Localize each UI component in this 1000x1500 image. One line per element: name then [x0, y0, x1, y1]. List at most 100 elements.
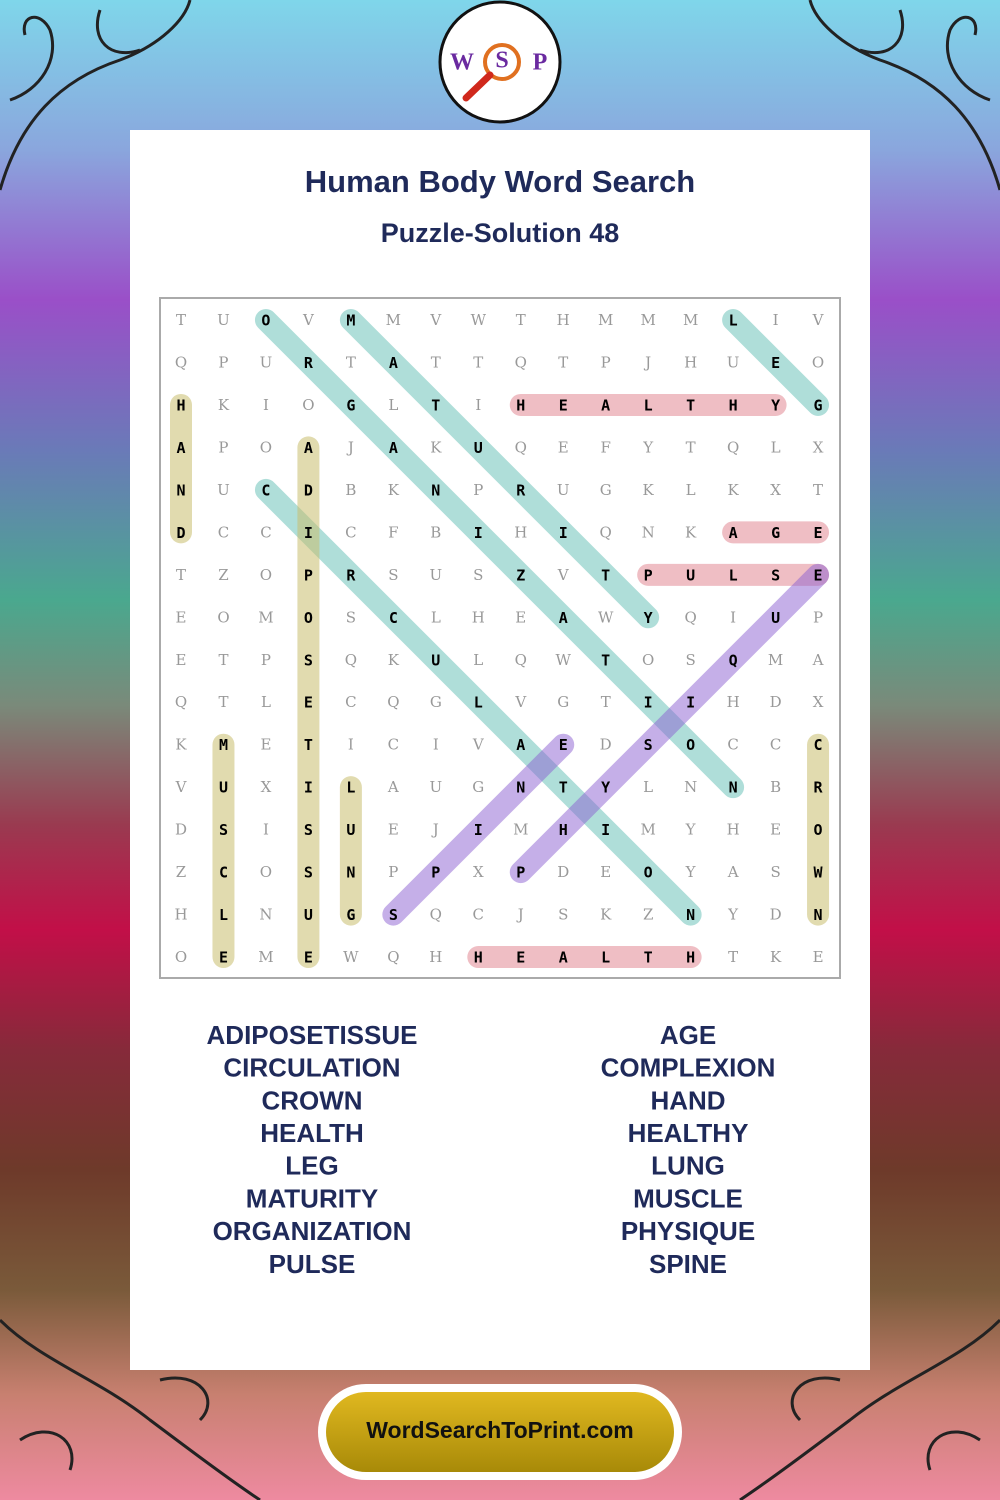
grid-letter: Y: [601, 779, 610, 797]
grid-letter: V: [175, 778, 188, 796]
highlight: [509, 563, 830, 884]
grid-letter: U: [304, 906, 313, 924]
subtitle: Puzzle-Solution 48: [381, 218, 620, 248]
grid-letter: P: [261, 651, 271, 669]
grid-letter: A: [387, 778, 399, 796]
grid-letter: N: [346, 864, 355, 882]
footer-button[interactable]: WordSearchToPrint.com: [318, 1384, 682, 1480]
grid-letter: V: [812, 311, 825, 329]
word: MATURITY: [246, 1183, 378, 1213]
grid-letter: L: [261, 693, 271, 711]
grid-letter: D: [600, 736, 612, 754]
logo-handle: [462, 71, 494, 102]
grid-letter: S: [770, 863, 780, 881]
grid-letter: M: [258, 608, 273, 626]
footer-pill[interactable]: [326, 1392, 674, 1472]
grid-letter: L: [729, 566, 738, 584]
grid-letter: E: [176, 651, 187, 669]
grid-letter: V: [472, 736, 485, 754]
grid-letter: P: [304, 566, 313, 584]
grid-letter: W: [471, 311, 487, 329]
grid-letter: Z: [643, 906, 653, 924]
grid-letter: S: [304, 651, 313, 669]
grid-letter: I: [474, 821, 483, 839]
grid-letter: I: [433, 736, 439, 754]
grid-letter: K: [728, 481, 740, 499]
grid-letter: V: [514, 693, 527, 711]
grid-letter: H: [557, 311, 570, 329]
grid-letter: M: [258, 948, 273, 966]
grid-letter: E: [260, 736, 271, 754]
grid-letter: L: [346, 779, 355, 797]
word: CIRCULATION: [223, 1053, 400, 1083]
grid-letter: U: [557, 481, 570, 499]
grid-letter: H: [174, 906, 187, 924]
grid-letter: E: [515, 608, 526, 626]
word: MUSCLE: [633, 1183, 743, 1213]
grid-letter: O: [814, 821, 823, 839]
word: AGE: [660, 1020, 716, 1050]
grid-letter: R: [304, 354, 314, 372]
word-list: ADIPOSETISSUECIRCULATIONCROWNHEALTHLEGMA…: [207, 1020, 776, 1279]
grid-letter: E: [813, 948, 824, 966]
grid-letter: Y: [685, 821, 697, 839]
grid-letter: P: [601, 353, 611, 371]
grid-letter: G: [557, 693, 569, 711]
grid-letter: M: [219, 736, 228, 754]
grid-letter: H: [727, 693, 740, 711]
grid-letter: K: [175, 736, 187, 754]
grid-letter: U: [219, 779, 228, 797]
grid-letter: M: [346, 312, 355, 330]
grid-letter: T: [176, 566, 186, 584]
grid-letter: Q: [729, 651, 738, 669]
grid-letter: M: [386, 311, 401, 329]
grid-letter: U: [771, 609, 780, 627]
grid-letter: N: [686, 906, 695, 924]
grid-letter: T: [559, 779, 568, 797]
grid-letter: A: [727, 863, 739, 881]
grid-letter: C: [814, 736, 823, 754]
grid-letter: A: [389, 439, 398, 457]
grid-letter: P: [218, 438, 228, 456]
grid-letter: V: [302, 311, 315, 329]
grid-letter: D: [175, 821, 187, 839]
grid-letter: T: [728, 948, 738, 966]
grid-letter: A: [176, 439, 185, 457]
grid-letter: U: [260, 353, 273, 371]
footer-link[interactable]: WordSearchToPrint.com: [366, 1417, 634, 1443]
grid-letter: Z: [218, 566, 228, 584]
grid-letter: E: [814, 566, 823, 584]
grid-letter: S: [771, 566, 780, 584]
grid-letter: T: [218, 693, 228, 711]
grid-letter: C: [770, 736, 781, 754]
grid-letter: T: [686, 438, 696, 456]
grid-letter: T: [431, 396, 440, 414]
grid-letter: Q: [727, 438, 739, 456]
grid-letter: P: [644, 566, 653, 584]
grid-letter: E: [516, 949, 525, 967]
grid-letter: B: [345, 481, 356, 499]
grid-letter: I: [601, 821, 610, 839]
grid-letter: N: [431, 481, 440, 499]
grid-letter: M: [598, 311, 613, 329]
grid-letter: K: [600, 906, 612, 924]
grid-letter: N: [516, 779, 525, 797]
grid-letter: M: [513, 821, 528, 839]
grid-letter: U: [474, 439, 483, 457]
word: HEALTH: [260, 1118, 364, 1148]
word: LUNG: [651, 1151, 725, 1181]
grid-letter: K: [643, 481, 655, 499]
grid-letter: A: [389, 354, 398, 372]
grid-letter: G: [430, 693, 442, 711]
grid-letter: L: [219, 906, 228, 924]
word: COMPLEXION: [601, 1053, 776, 1083]
grid-letter: E: [814, 524, 823, 542]
grid-letter: R: [346, 566, 356, 584]
grid-letter: L: [771, 438, 781, 456]
grid-letter: H: [729, 396, 738, 414]
grid-letter: O: [642, 651, 654, 669]
grid-letter: Z: [176, 863, 186, 881]
logo-letter: S: [495, 48, 508, 74]
